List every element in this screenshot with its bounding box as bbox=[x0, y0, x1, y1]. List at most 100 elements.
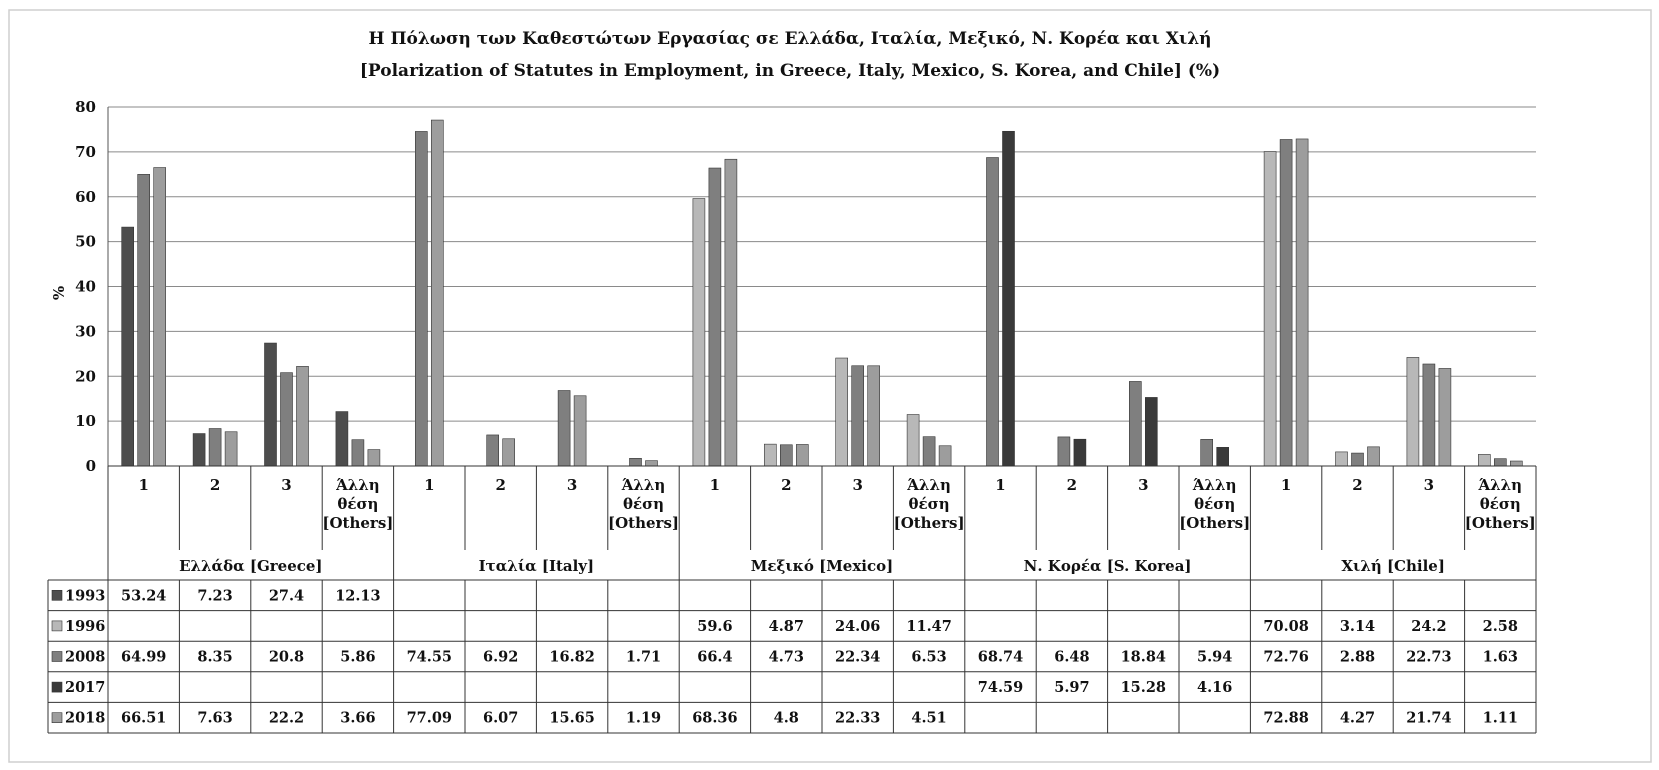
bar-2018 bbox=[645, 460, 658, 467]
data-cell: 8.35 bbox=[197, 649, 232, 666]
category-label: 3 bbox=[1138, 476, 1148, 494]
y-tick-label: 10 bbox=[75, 412, 96, 430]
data-cell: 70.08 bbox=[1263, 618, 1308, 635]
data-cell: 72.76 bbox=[1263, 649, 1308, 666]
bar-2018 bbox=[1295, 138, 1309, 467]
category-label: 2 bbox=[781, 476, 791, 494]
data-cell: 5.97 bbox=[1054, 679, 1089, 696]
bar-2018 bbox=[1367, 446, 1380, 467]
data-cell: 68.74 bbox=[978, 649, 1023, 666]
data-cell: 4.87 bbox=[769, 618, 804, 635]
bar-2018 bbox=[724, 158, 738, 467]
data-cell: 22.2 bbox=[269, 710, 304, 727]
bar-2008 bbox=[1279, 139, 1293, 467]
data-cell: 64.99 bbox=[121, 649, 166, 666]
chart-title: Η Πόλωση των Καθεστώτων Εργασίας σε Ελλά… bbox=[369, 29, 1212, 49]
category-label: 3 bbox=[852, 476, 862, 494]
data-cell: 5.94 bbox=[1197, 649, 1232, 666]
category-label: 1 bbox=[424, 476, 434, 494]
bar-2008 bbox=[1351, 452, 1364, 467]
bar-2018 bbox=[153, 167, 166, 467]
data-cell: 1.19 bbox=[626, 710, 661, 727]
bar-2018 bbox=[1438, 368, 1452, 467]
category-label: 3 bbox=[567, 476, 577, 494]
bar-2008 bbox=[779, 444, 793, 467]
bar-2018 bbox=[938, 445, 952, 467]
data-cell: 4.73 bbox=[769, 649, 804, 666]
data-cell: 11.47 bbox=[906, 618, 951, 635]
data-cell: 66.51 bbox=[121, 710, 166, 727]
bar-2008 bbox=[557, 390, 571, 467]
y-tick-label: 20 bbox=[75, 367, 96, 385]
data-cell: 6.53 bbox=[911, 649, 946, 666]
bar-1996 bbox=[1263, 151, 1277, 467]
bar-2018 bbox=[296, 366, 309, 467]
y-axis-label: % bbox=[50, 286, 68, 300]
data-cell: 68.36 bbox=[692, 710, 737, 727]
data-cell: 66.4 bbox=[697, 649, 732, 666]
data-cell: 74.59 bbox=[978, 679, 1023, 696]
bar-1996 bbox=[1406, 357, 1420, 467]
data-cell: 6.07 bbox=[483, 710, 518, 727]
bar-2018 bbox=[867, 365, 881, 467]
data-cell: 27.4 bbox=[269, 587, 304, 604]
y-tick-label: 50 bbox=[75, 233, 96, 251]
data-cell: 77.09 bbox=[407, 710, 452, 727]
chart-frame bbox=[8, 9, 1652, 763]
bar-1993 bbox=[121, 226, 134, 467]
category-label: Άλλη θέση [Others] bbox=[1179, 476, 1250, 532]
data-cell: 3.14 bbox=[1340, 618, 1375, 635]
data-cell: 2.88 bbox=[1340, 649, 1375, 666]
bar-2018 bbox=[1510, 460, 1523, 467]
group-label: Ιταλία [Italy] bbox=[479, 557, 594, 575]
category-label: 2 bbox=[210, 476, 220, 494]
data-cell: 24.06 bbox=[835, 618, 880, 635]
category-label: 1 bbox=[710, 476, 720, 494]
category-label: Άλλη θέση [Others] bbox=[1465, 476, 1536, 532]
group-label: Χιλή [Chile] bbox=[1341, 557, 1445, 575]
chart-subtitle: [Polarization of Statutes in Employment,… bbox=[360, 61, 1220, 81]
legend-key-2018 bbox=[51, 712, 63, 724]
data-cell: 7.23 bbox=[197, 587, 232, 604]
bar-1996 bbox=[835, 357, 849, 467]
data-cell: 53.24 bbox=[121, 587, 166, 604]
bar-2008 bbox=[1129, 381, 1142, 467]
data-cell: 1.63 bbox=[1483, 649, 1518, 666]
bar-2008 bbox=[414, 131, 428, 467]
bar-2008 bbox=[922, 436, 936, 467]
bar-2008 bbox=[486, 434, 500, 467]
bar-2008 bbox=[1057, 436, 1071, 467]
bar-2017 bbox=[1002, 130, 1015, 467]
data-cell: 24.2 bbox=[1411, 618, 1446, 635]
bar-2008 bbox=[629, 458, 642, 467]
data-cell: 4.51 bbox=[911, 710, 946, 727]
category-label: 2 bbox=[1067, 476, 1077, 494]
data-cell: 18.84 bbox=[1121, 649, 1166, 666]
data-cell: 4.16 bbox=[1197, 679, 1232, 696]
category-label: Άλλη θέση [Others] bbox=[894, 476, 965, 532]
y-tick-label: 80 bbox=[75, 98, 96, 116]
series-label: 2018 bbox=[65, 710, 105, 727]
category-label: 1 bbox=[995, 476, 1005, 494]
data-cell: 22.34 bbox=[835, 649, 880, 666]
bar-1993 bbox=[335, 411, 349, 467]
category-label: Άλλη θέση [Others] bbox=[608, 476, 679, 532]
category-label: 2 bbox=[495, 476, 505, 494]
data-cell: 15.65 bbox=[549, 710, 594, 727]
data-cell: 22.33 bbox=[835, 710, 880, 727]
category-label: 2 bbox=[1352, 476, 1362, 494]
data-cell: 7.63 bbox=[197, 710, 232, 727]
data-cell: 59.6 bbox=[697, 618, 732, 635]
bar-2008 bbox=[708, 167, 722, 467]
legend-key-2017 bbox=[51, 681, 63, 693]
bar-2018 bbox=[573, 395, 587, 467]
legend-key-2008 bbox=[51, 651, 63, 662]
bar-2008 bbox=[986, 157, 999, 467]
data-cell: 4.8 bbox=[774, 710, 799, 727]
y-tick-label: 40 bbox=[75, 278, 96, 296]
bar-1996 bbox=[1478, 454, 1491, 467]
bar-2017 bbox=[1145, 397, 1158, 467]
data-cell: 1.71 bbox=[626, 649, 661, 666]
